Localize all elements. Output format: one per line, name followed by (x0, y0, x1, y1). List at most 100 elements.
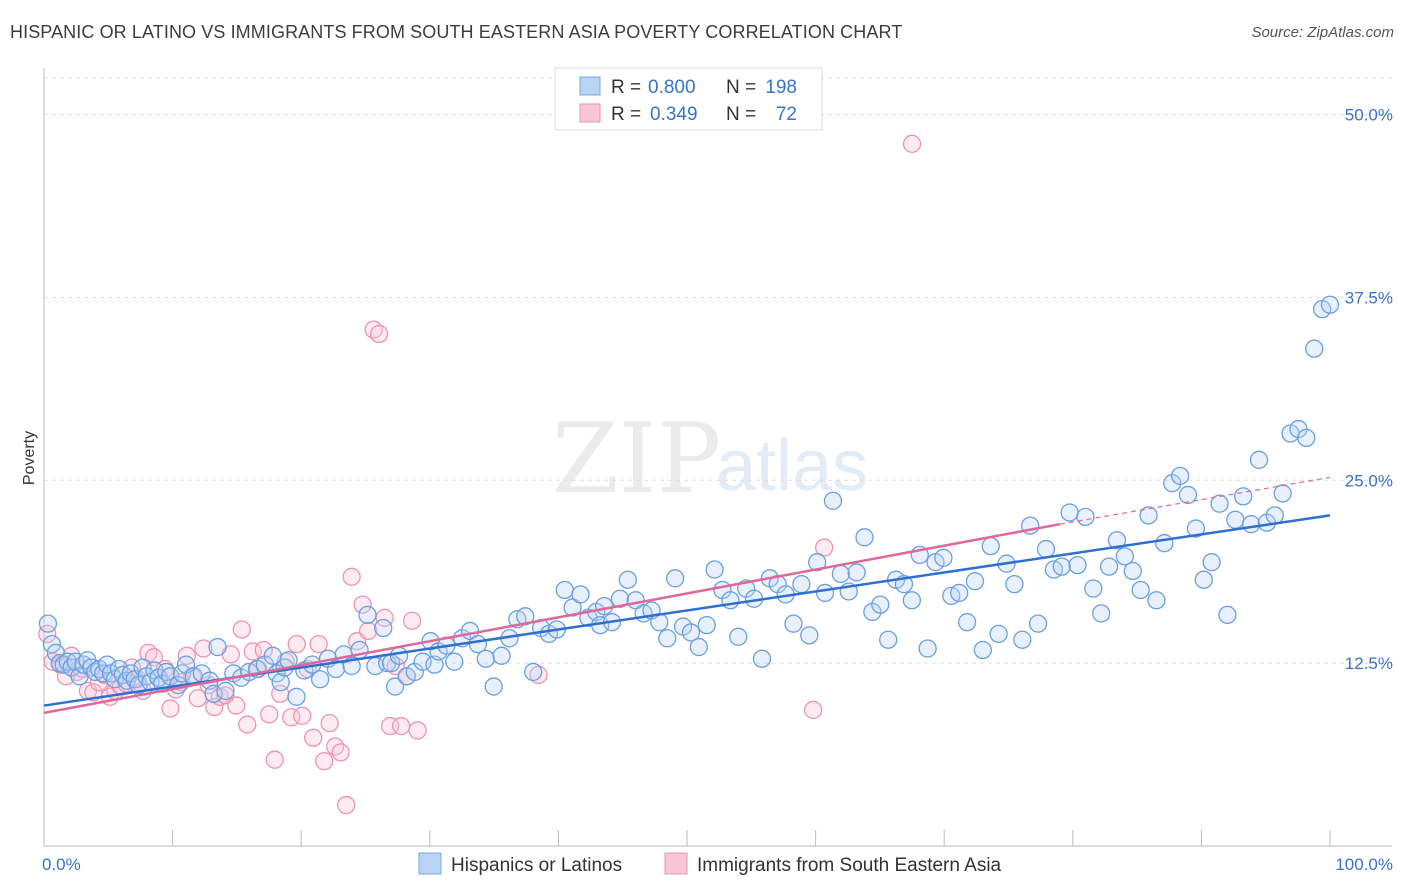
point-hispanics (1226, 510, 1245, 529)
point-hispanics (571, 585, 590, 604)
point-hispanics (1036, 539, 1056, 559)
point-hispanics (1107, 531, 1127, 550)
point-hispanics (658, 629, 677, 648)
point-hispanics (618, 570, 637, 589)
point-immigrants (38, 624, 57, 644)
point-hispanics (808, 553, 827, 572)
watermark-atlas: atlas (716, 426, 868, 506)
point-hispanics (1115, 547, 1135, 566)
point-hispanics (492, 646, 511, 665)
point-hispanics (374, 618, 393, 638)
point-immigrants (238, 715, 257, 734)
point-hispanics (729, 627, 748, 646)
point-hispanics (957, 613, 977, 632)
y-tick-labels: 12.5% 25.0% 37.5% 50.0% (1345, 106, 1393, 674)
point-hispanics (1305, 339, 1324, 358)
point-hispanics (666, 569, 685, 588)
point-hispanics (815, 583, 835, 603)
point-hispanics (823, 491, 843, 510)
point-hispanics (516, 607, 535, 626)
point-hispanics (445, 652, 464, 671)
point-immigrants (309, 634, 328, 654)
point-hispanics (484, 677, 503, 696)
point-immigrants (902, 134, 922, 153)
point-hispanics (476, 649, 495, 668)
watermark-zip: ZIP (552, 403, 721, 515)
point-hispanics (1210, 494, 1229, 513)
point-hispanics (133, 658, 152, 677)
trend-lines (43, 476, 1331, 715)
legend-swatch-immigrants (664, 852, 688, 875)
point-hispanics (879, 630, 898, 649)
point-hispanics (385, 677, 405, 696)
point-immigrants (265, 750, 284, 769)
point-immigrants (353, 595, 372, 614)
legend-label-hispanics: Hispanics or Latinos (451, 855, 622, 876)
point-hispanics (1076, 507, 1095, 527)
point-immigrants (320, 713, 339, 733)
point-hispanics (326, 659, 346, 679)
y-axis-label: Poverty (21, 431, 38, 485)
point-hispanics (1273, 484, 1292, 503)
point-hispanics (1084, 579, 1103, 598)
point-hispanics (1052, 557, 1071, 576)
point-hispanics (271, 673, 290, 692)
point-hispanics (1194, 570, 1213, 589)
point-hispanics (1320, 295, 1340, 314)
point-immigrants (254, 640, 273, 660)
stats-r-label-pink: R = (611, 104, 641, 125)
legend-swatch-hispanics (418, 852, 442, 875)
trend-line-immigrants (43, 522, 1061, 715)
point-hispanics (1155, 534, 1174, 553)
point-immigrants (304, 728, 323, 747)
point-hispanics (1234, 487, 1253, 506)
point-hispanics (784, 614, 803, 633)
point-hispanics (389, 646, 409, 665)
point-immigrants (369, 324, 389, 344)
point-hispanics (681, 623, 701, 642)
point-immigrants (804, 700, 823, 720)
point-hispanics (1068, 555, 1087, 575)
point-hispanics (855, 528, 874, 547)
point-hispanics (97, 655, 117, 674)
point-hispanics (918, 639, 937, 658)
point-hispanics (38, 614, 58, 633)
point-immigrants (287, 634, 306, 654)
point-hispanics (1005, 574, 1024, 594)
point-hispanics (989, 624, 1008, 644)
stats-n-value-blue: 198 (765, 77, 797, 98)
y-tick-label: 12.5% (1345, 654, 1393, 673)
stats-n-label-blue: N = (726, 77, 756, 98)
y-tick-label: 50.0% (1345, 106, 1393, 125)
point-hispanics (524, 662, 543, 682)
point-hispanics (689, 637, 708, 657)
point-hispanics (831, 564, 850, 584)
point-immigrants (315, 752, 334, 771)
point-hispanics (1123, 561, 1142, 581)
point-immigrants (293, 706, 312, 725)
point-immigrants (227, 696, 246, 715)
point-hispanics (973, 640, 993, 660)
point-hispanics (1178, 485, 1198, 505)
point-hispanics (42, 634, 62, 654)
point-hispanics (934, 548, 953, 567)
point-hispanics (204, 684, 223, 704)
point-hispanics (287, 687, 306, 706)
point-immigrants (260, 705, 279, 724)
stats-legend: R = 0.800 N = 198 R = 0.349 N = 72 (554, 67, 823, 131)
point-hispanics (358, 605, 377, 625)
point-immigrants (205, 697, 224, 717)
point-immigrants (331, 743, 350, 762)
y-tick-label: 25.0% (1345, 471, 1393, 490)
series-legend: Hispanics or Latinos Immigrants from Sou… (418, 852, 1002, 876)
x-ticks (172, 830, 1331, 846)
point-hispanics (1186, 519, 1206, 538)
chart-source: Source: ZipAtlas.com (1251, 24, 1394, 41)
legend-label-immigrants: Immigrants from South Eastern Asia (697, 855, 1002, 876)
point-hispanics (595, 596, 614, 616)
point-immigrants (408, 721, 427, 740)
point-hispanics (1131, 580, 1150, 600)
point-hispanics (1099, 557, 1119, 576)
point-hispanics (208, 637, 227, 657)
